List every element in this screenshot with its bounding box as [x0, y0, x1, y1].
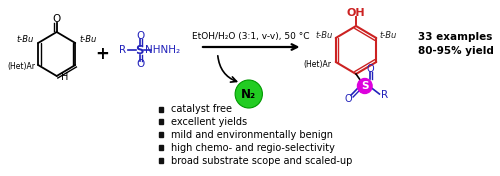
FancyBboxPatch shape — [158, 132, 164, 137]
Text: S: S — [136, 43, 144, 56]
Text: O: O — [367, 64, 374, 74]
Text: R: R — [120, 45, 126, 55]
Text: broad substrate scope and scaled-up: broad substrate scope and scaled-up — [171, 156, 352, 166]
FancyBboxPatch shape — [158, 158, 164, 163]
Text: mild and environmentally benign: mild and environmentally benign — [171, 130, 333, 140]
Text: R: R — [380, 90, 388, 100]
Text: O: O — [52, 14, 61, 24]
Text: high chemo- and regio-selectivity: high chemo- and regio-selectivity — [171, 143, 334, 153]
Text: OH: OH — [346, 8, 366, 18]
FancyBboxPatch shape — [158, 106, 164, 112]
Text: N₂: N₂ — [241, 87, 256, 100]
Text: O: O — [136, 59, 144, 69]
Text: +: + — [96, 45, 110, 63]
Text: S: S — [361, 81, 368, 91]
Circle shape — [235, 80, 262, 108]
FancyBboxPatch shape — [158, 119, 164, 124]
Text: O: O — [344, 94, 352, 104]
Text: excellent yields: excellent yields — [171, 117, 247, 127]
Text: O: O — [136, 31, 144, 41]
Text: 33 examples
80-95% yield: 33 examples 80-95% yield — [418, 32, 494, 56]
Text: NHNH₂: NHNH₂ — [146, 45, 180, 55]
FancyBboxPatch shape — [158, 145, 164, 150]
Text: EtOH/H₂O (3:1, v-v), 50 °C: EtOH/H₂O (3:1, v-v), 50 °C — [192, 33, 310, 42]
Text: t-Bu: t-Bu — [316, 30, 333, 39]
Text: (Het)Ar: (Het)Ar — [7, 62, 35, 71]
Text: t-Bu: t-Bu — [17, 36, 34, 45]
Text: t-Bu: t-Bu — [79, 36, 96, 45]
Text: t-Bu: t-Bu — [379, 30, 396, 39]
Text: catalyst free: catalyst free — [171, 105, 232, 115]
Circle shape — [358, 78, 372, 93]
Text: H: H — [60, 72, 68, 82]
Text: (Het)Ar: (Het)Ar — [304, 59, 332, 68]
